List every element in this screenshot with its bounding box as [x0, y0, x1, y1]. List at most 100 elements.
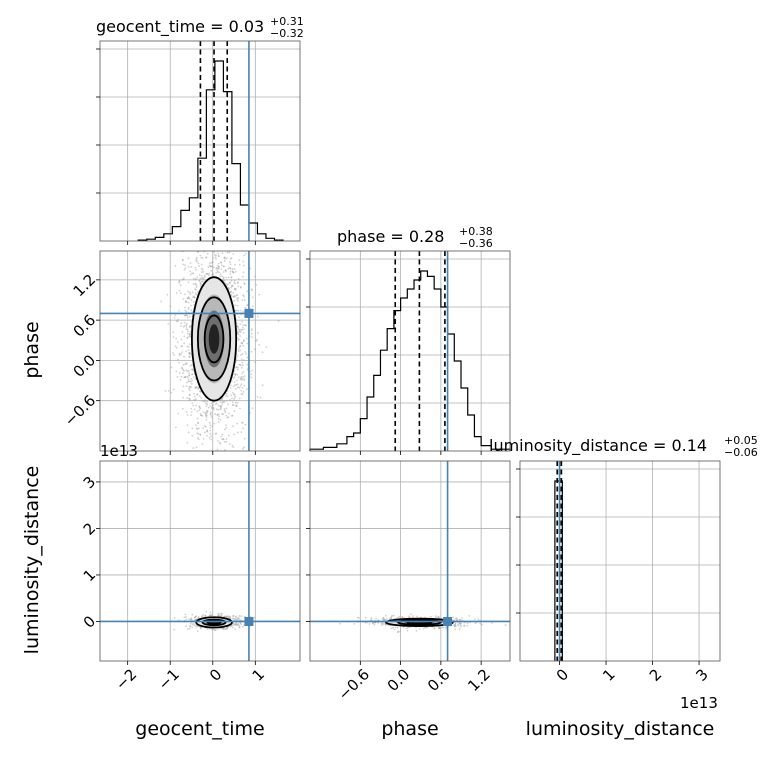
- sample-point: [239, 407, 241, 410]
- sample-point: [241, 372, 243, 375]
- sample-point: [215, 271, 218, 274]
- sample-point: [238, 263, 241, 266]
- sample-point: [244, 351, 247, 353]
- sample-point: [174, 345, 177, 348]
- sample-point: [380, 624, 383, 626]
- sample-point: [236, 383, 239, 386]
- sample-point: [220, 261, 223, 264]
- sample-point: [190, 309, 193, 312]
- sample-point: [235, 619, 238, 621]
- title-luminosity-distance-plus: +0.05: [724, 434, 758, 447]
- sample-point: [218, 220, 220, 222]
- sample-point: [231, 285, 233, 288]
- sample-point: [191, 619, 193, 622]
- sample-point: [452, 616, 455, 619]
- sample-point: [191, 623, 194, 626]
- panel-hist-luminosity-distance: 0 1 2 3: [516, 460, 721, 685]
- sample-point: [339, 622, 342, 625]
- sample-point: [228, 412, 230, 415]
- sample-point: [181, 331, 184, 333]
- sample-point: [203, 274, 206, 277]
- sample-point: [200, 414, 203, 417]
- sample-point: [206, 184, 208, 186]
- sample-point: [454, 625, 457, 627]
- sample-point: [166, 293, 169, 296]
- title-phase: phase = 0.28: [337, 227, 444, 246]
- sample-point: [186, 375, 189, 378]
- x-tick-label: 0.0: [384, 665, 414, 695]
- sample-point: [186, 316, 189, 319]
- sample-point: [194, 292, 197, 295]
- sample-point: [216, 448, 219, 451]
- sample-point: [246, 388, 248, 391]
- sample-point: [183, 321, 186, 324]
- sample-point: [218, 615, 221, 617]
- sample-point: [239, 345, 242, 347]
- sample-point: [242, 359, 245, 362]
- sample-point: [226, 242, 228, 244]
- sample-point: [375, 617, 377, 620]
- sample-point: [180, 292, 182, 295]
- sample-point: [216, 267, 219, 270]
- sample-point: [225, 395, 228, 397]
- sample-point: [198, 390, 201, 393]
- sample-point: [204, 425, 206, 428]
- sample-point: [225, 276, 228, 279]
- sample-point: [221, 403, 224, 405]
- sample-point: [200, 256, 203, 259]
- sample-point: [215, 254, 217, 257]
- sample-point: [187, 281, 190, 284]
- sample-point: [182, 396, 185, 399]
- sample-point: [187, 301, 190, 304]
- sample-point: [187, 349, 190, 352]
- sample-point: [196, 393, 199, 396]
- sample-point: [234, 628, 237, 631]
- sample-point: [223, 265, 225, 268]
- sample-point: [222, 271, 225, 273]
- sample-point: [223, 615, 226, 618]
- sample-point: [202, 400, 205, 403]
- sample-point: [219, 261, 222, 264]
- sample-point: [201, 399, 204, 402]
- sample-point: [236, 623, 239, 626]
- sample-point: [205, 610, 208, 613]
- sample-point: [188, 393, 191, 396]
- sample-point: [191, 368, 194, 371]
- sample-point: [256, 338, 259, 341]
- sample-point: [243, 254, 245, 257]
- sample-point: [251, 407, 254, 410]
- sample-point: [240, 342, 243, 345]
- sample-point: [184, 363, 187, 366]
- sample-point: [187, 296, 190, 298]
- sample-point: [212, 408, 215, 411]
- sample-point: [217, 267, 220, 270]
- sample-point: [206, 430, 209, 433]
- panel-hist-geocent-time: [96, 40, 301, 245]
- sample-point: [202, 427, 205, 430]
- sample-point: [231, 284, 233, 287]
- sample-point: [216, 239, 218, 241]
- sample-point: [188, 374, 191, 377]
- sample-point: [234, 401, 237, 404]
- sample-point: [230, 380, 233, 382]
- sample-point: [204, 413, 207, 416]
- sample-point: [221, 218, 223, 220]
- sample-point: [458, 622, 461, 625]
- sample-point: [244, 423, 247, 426]
- sample-point: [241, 326, 244, 329]
- sample-point: [241, 328, 244, 331]
- sample-point: [228, 251, 231, 254]
- sample-point: [170, 391, 173, 394]
- sample-point: [195, 258, 198, 261]
- sample-point: [459, 623, 462, 626]
- sample-point: [215, 408, 218, 410]
- sample-point: [229, 266, 231, 269]
- sample-point: [189, 625, 191, 628]
- sample-point: [401, 616, 404, 619]
- sample-point: [187, 380, 190, 383]
- sample-point: [426, 626, 429, 629]
- sample-point: [194, 283, 196, 285]
- sample-point: [213, 254, 216, 256]
- sample-point: [241, 421, 243, 424]
- sample-point: [222, 438, 225, 440]
